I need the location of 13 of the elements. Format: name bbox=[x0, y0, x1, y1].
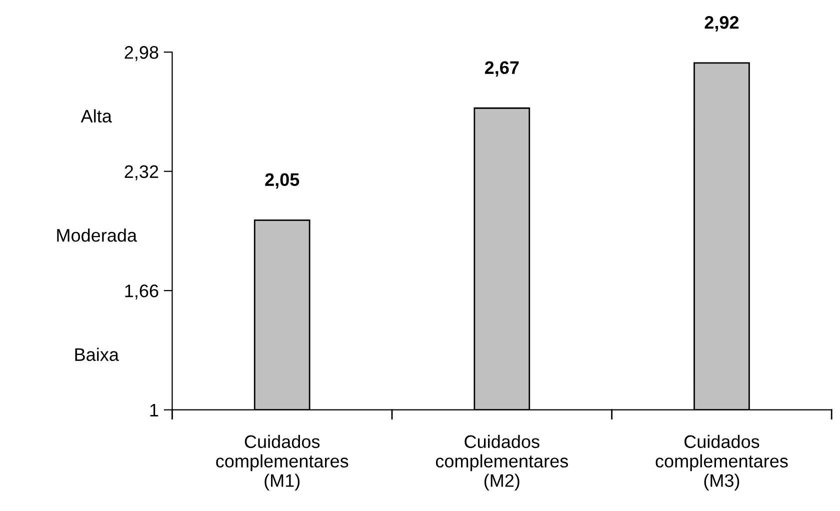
x-tick-label: Cuidados complementares (M1) bbox=[216, 434, 348, 491]
y-tick-label: 2,98 bbox=[124, 46, 158, 61]
data-label: 2,05 bbox=[265, 173, 300, 189]
y-tick-label: 2,32 bbox=[124, 165, 158, 180]
x-tick-label: Cuidados complementares (M2) bbox=[436, 434, 568, 491]
data-label: 2,92 bbox=[704, 16, 739, 32]
text: Baixa bbox=[75, 348, 119, 362]
y-tick-label: 1,66 bbox=[125, 284, 158, 300]
data-label: 2,67 bbox=[484, 61, 519, 77]
text: Moderada bbox=[57, 228, 138, 242]
y-tick-label: 1 bbox=[150, 404, 158, 416]
x-tick-label: Cuidados complementares (M3) bbox=[656, 434, 788, 491]
text: Alta bbox=[80, 109, 112, 123]
